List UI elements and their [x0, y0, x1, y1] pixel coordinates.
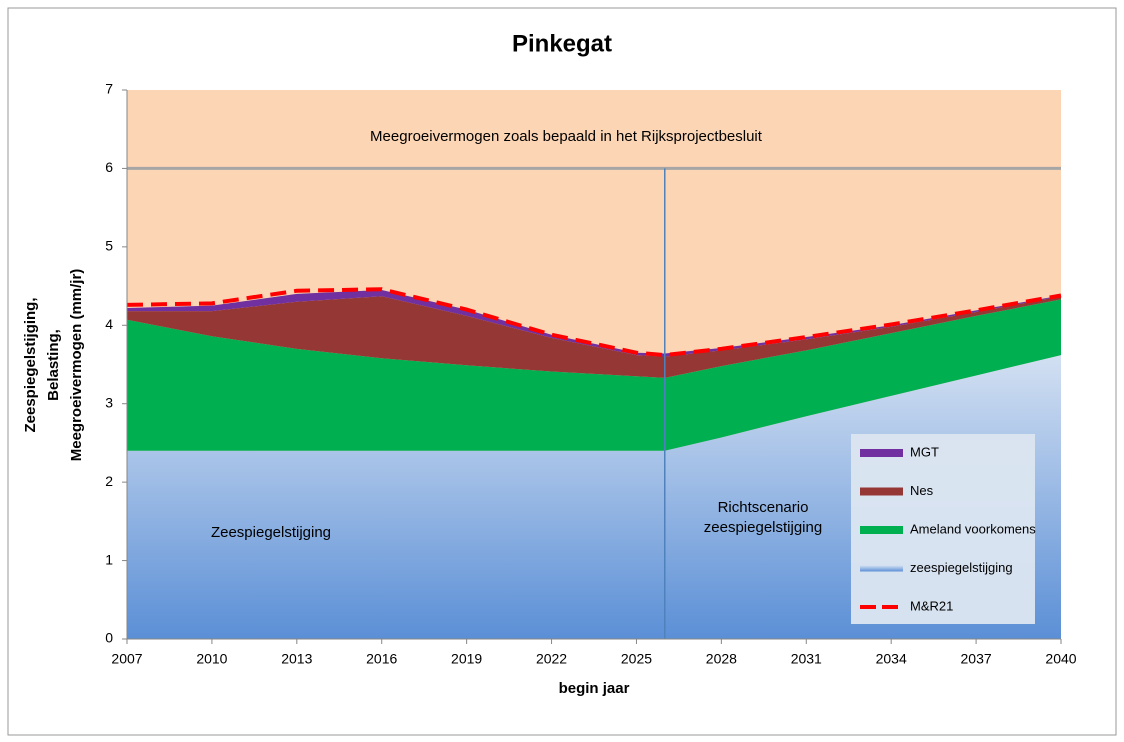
x-tick-label: 2028 [706, 651, 737, 667]
legend: MGT Nes Ameland voorkomens zeespiegelstijgi… [851, 434, 1036, 624]
annotation: zeespiegelstijging [704, 519, 822, 536]
x-tick-label: 2016 [366, 651, 397, 667]
y-tick-label: 4 [105, 316, 113, 332]
legend-label: Nes [910, 483, 934, 498]
legend-swatch [860, 487, 903, 496]
x-axis-label: begin jaar [559, 680, 630, 697]
line [126, 287, 1062, 358]
y-axis-label: Zeespiegelstijging, [22, 297, 39, 432]
x-tick-label: 2019 [451, 651, 482, 667]
x-tick-label: 2034 [876, 651, 907, 667]
y-tick-label: 0 [105, 630, 113, 646]
x-tick-label: 2037 [961, 651, 992, 667]
y-tick-label: 3 [105, 394, 113, 410]
legend-swatch [860, 565, 903, 572]
x-tick-label: 2031 [791, 651, 822, 667]
x-tick-label: 2040 [1045, 651, 1076, 667]
x-tick-label: 2013 [281, 651, 312, 667]
y-axis-label: Meegroeivermogen (mm/jr) [68, 269, 85, 462]
y-tick-label: 2 [105, 473, 113, 489]
legend-label: Ameland voorkomens [910, 521, 1036, 536]
annotation: Zeespiegelstijging [211, 524, 331, 541]
area [127, 355, 1061, 639]
area [127, 299, 1061, 451]
legend-swatch [860, 449, 903, 457]
legend-label: M&R21 [910, 598, 953, 613]
y-tick-label: 1 [105, 551, 113, 567]
y-tick-label: 6 [105, 159, 113, 175]
annotation: Meegroeivermogen zoals bepaald in het Ri… [370, 128, 763, 145]
x-tick-label: 2007 [111, 651, 142, 667]
area [127, 296, 1061, 378]
legend-swatch [860, 526, 903, 534]
legend-label: MGT [910, 444, 939, 459]
x-tick-label: 2022 [536, 651, 567, 667]
legend-label: zeespiegelstijging [910, 560, 1013, 575]
chart-title: Pinkegat [512, 30, 612, 57]
y-tick-label: 5 [105, 238, 113, 254]
x-tick-label: 2025 [621, 651, 652, 667]
y-tick-label: 7 [105, 81, 113, 97]
annotation: Richtscenario [718, 499, 809, 516]
y-axis-label: Belasting, [45, 329, 62, 401]
x-tick-label: 2010 [196, 651, 227, 667]
